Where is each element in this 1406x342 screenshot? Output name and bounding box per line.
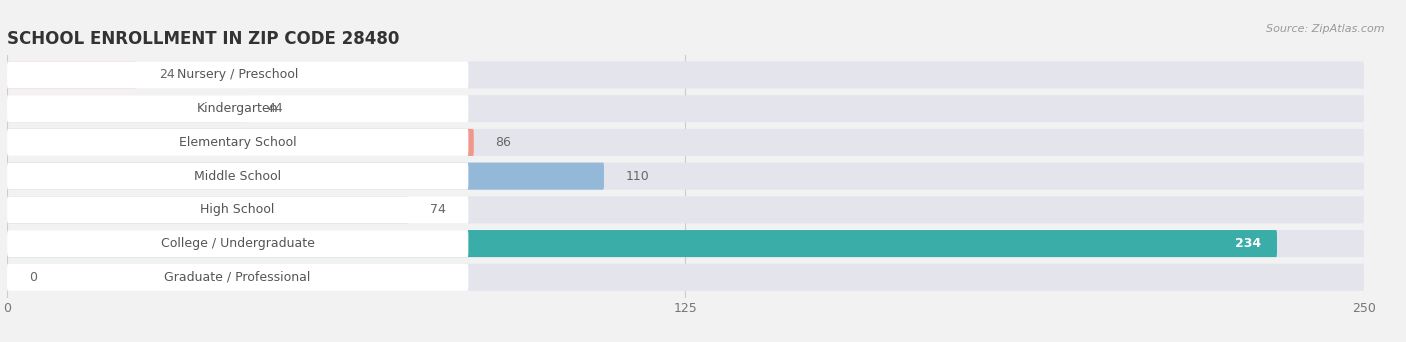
FancyBboxPatch shape	[7, 230, 1364, 257]
Text: College / Undergraduate: College / Undergraduate	[160, 237, 315, 250]
FancyBboxPatch shape	[7, 62, 1364, 89]
FancyBboxPatch shape	[7, 196, 468, 223]
FancyBboxPatch shape	[7, 230, 468, 257]
Text: 74: 74	[430, 203, 446, 216]
Text: 234: 234	[1234, 237, 1261, 250]
Text: Kindergarten: Kindergarten	[197, 102, 278, 115]
Text: Graduate / Professional: Graduate / Professional	[165, 271, 311, 284]
Text: 86: 86	[495, 136, 512, 149]
Text: Elementary School: Elementary School	[179, 136, 297, 149]
Text: 0: 0	[28, 271, 37, 284]
FancyBboxPatch shape	[7, 162, 468, 190]
FancyBboxPatch shape	[7, 95, 246, 122]
Text: SCHOOL ENROLLMENT IN ZIP CODE 28480: SCHOOL ENROLLMENT IN ZIP CODE 28480	[7, 30, 399, 48]
FancyBboxPatch shape	[7, 95, 1364, 122]
FancyBboxPatch shape	[7, 196, 409, 223]
Text: Middle School: Middle School	[194, 170, 281, 183]
FancyBboxPatch shape	[7, 264, 468, 291]
FancyBboxPatch shape	[7, 264, 1364, 291]
FancyBboxPatch shape	[7, 162, 605, 190]
FancyBboxPatch shape	[7, 62, 138, 89]
Text: High School: High School	[201, 203, 274, 216]
Text: 110: 110	[626, 170, 650, 183]
FancyBboxPatch shape	[7, 162, 1364, 190]
Text: Nursery / Preschool: Nursery / Preschool	[177, 68, 298, 81]
FancyBboxPatch shape	[7, 129, 1364, 156]
FancyBboxPatch shape	[7, 62, 468, 89]
FancyBboxPatch shape	[7, 95, 468, 122]
FancyBboxPatch shape	[7, 129, 474, 156]
Text: 24: 24	[159, 68, 174, 81]
FancyBboxPatch shape	[7, 129, 468, 156]
Text: Source: ZipAtlas.com: Source: ZipAtlas.com	[1267, 24, 1385, 34]
FancyBboxPatch shape	[7, 196, 1364, 223]
FancyBboxPatch shape	[7, 230, 1277, 257]
Text: 44: 44	[267, 102, 283, 115]
